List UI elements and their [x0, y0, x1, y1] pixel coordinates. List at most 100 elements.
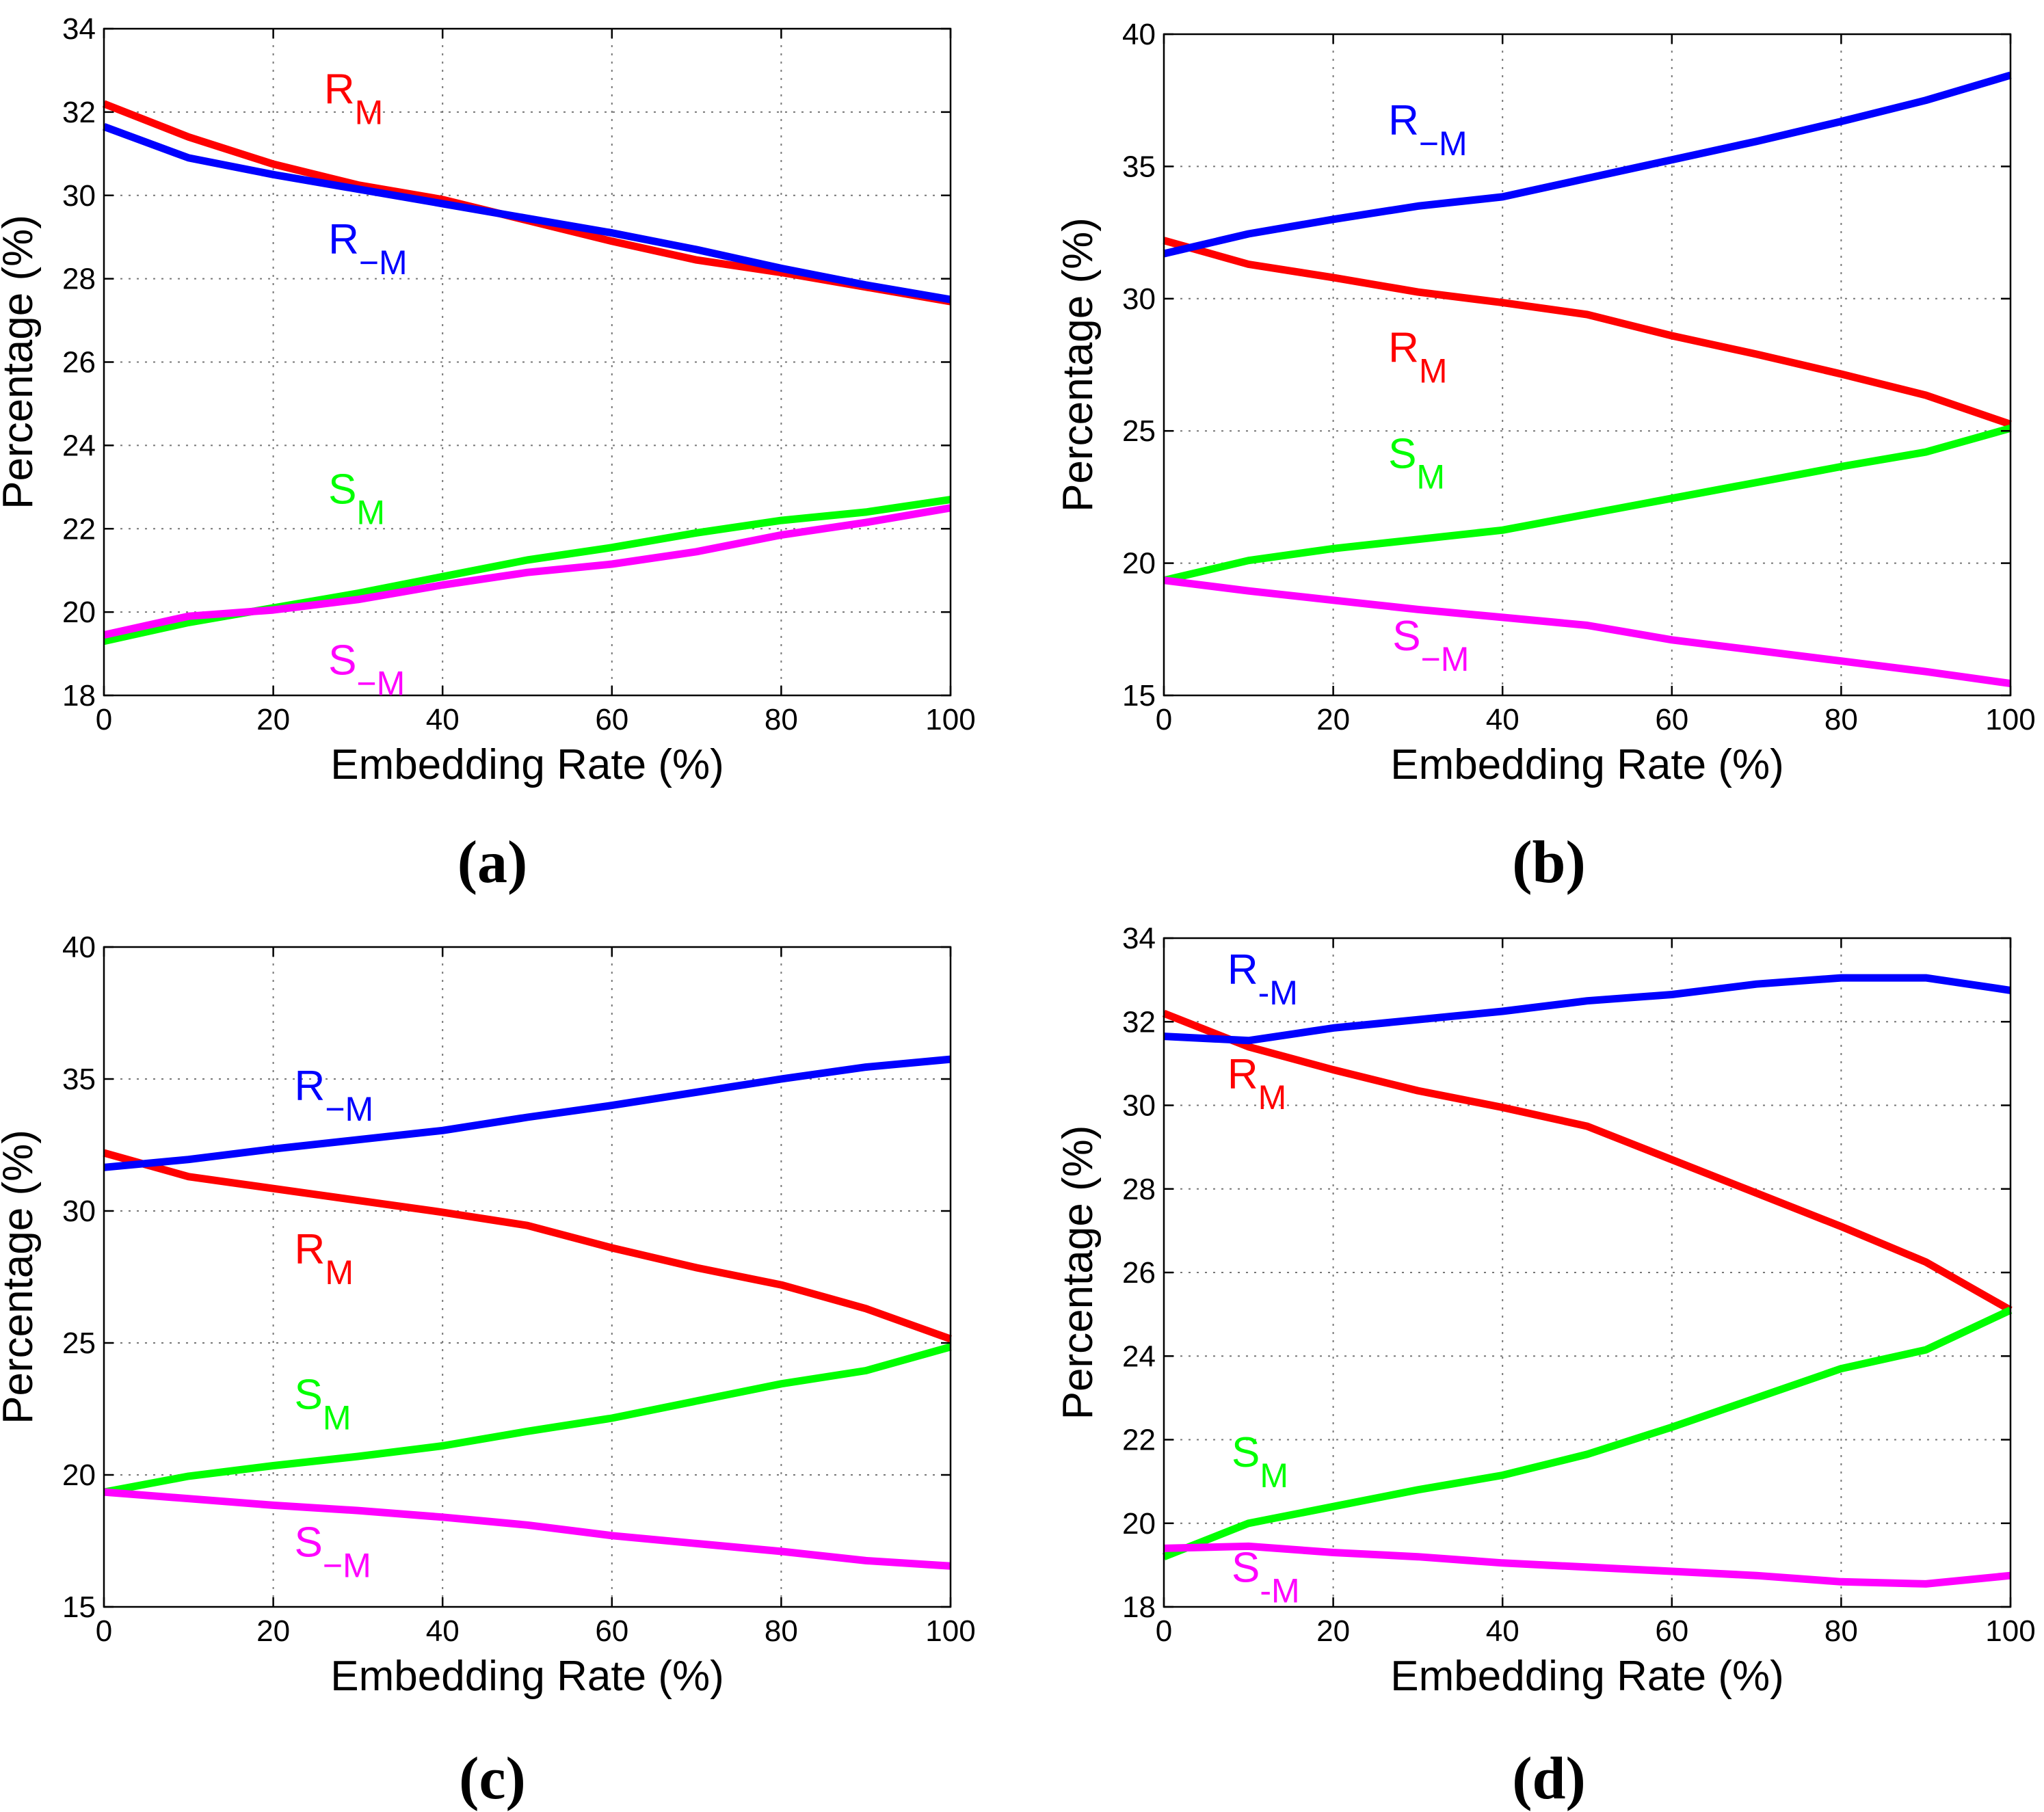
y-tick-label: 32: [1122, 1005, 1156, 1039]
annotation-subscript: -M: [1258, 974, 1298, 1012]
x-tick-label: 40: [1486, 1614, 1519, 1648]
annotation-base: R: [324, 66, 355, 114]
annotation-subscript: −M: [356, 665, 405, 703]
annotation-base: S: [328, 637, 356, 684]
y-tick-label: 20: [1122, 547, 1156, 581]
y-tick-label: 18: [62, 679, 96, 712]
x-axis-label: Embedding Rate (%): [330, 1653, 724, 1700]
axes-frame: [1163, 937, 2012, 1608]
annotation-subscript: −M: [323, 1547, 371, 1585]
x-tick-label: 80: [1824, 1614, 1858, 1648]
y-tick-label: 34: [62, 12, 96, 46]
x-tick-label: 0: [1156, 1614, 1172, 1648]
y-tick-label: 24: [62, 429, 96, 462]
series-line-s-neg-m: [103, 1488, 951, 1570]
series-annotation: RM: [1227, 1051, 1286, 1117]
y-tick-label: 40: [1122, 18, 1156, 51]
series-annotation: SM: [328, 466, 385, 532]
annotation-subscript: −M: [1419, 124, 1468, 163]
y-axis-label: Percentage (%): [0, 1130, 42, 1424]
y-tick-label: 26: [62, 346, 96, 379]
x-tick-label: 80: [1824, 703, 1858, 736]
y-tick-label: 30: [62, 179, 96, 213]
series-line-r-neg-m: [1163, 974, 2011, 1045]
annotation-subscript: M: [323, 1399, 351, 1437]
y-tick-label: 22: [1122, 1424, 1156, 1457]
x-tick-label: 0: [1156, 703, 1172, 736]
series-annotation: RM: [295, 1226, 354, 1292]
x-tick-label: 40: [426, 1614, 460, 1648]
annotation-subscript: M: [355, 94, 384, 132]
annotation-base: S: [295, 1519, 323, 1567]
annotation-subscript: −M: [359, 243, 408, 282]
y-tick-label: 15: [62, 1590, 96, 1624]
series-annotation: S−M: [328, 637, 405, 703]
annotation-base: R: [1388, 325, 1419, 372]
y-tick-label: 20: [62, 596, 96, 629]
chart-panel-c: 0 20 40 60 80 100 15 20 25 30 35 40 Embedding Rate (…: [0, 931, 976, 1812]
annotation-base: R: [1227, 946, 1258, 994]
annotation-base: R: [1388, 97, 1419, 144]
y-tick-label: 30: [1122, 1089, 1156, 1123]
x-tick-label: 20: [1316, 1614, 1350, 1648]
y-tick-label: 22: [62, 512, 96, 546]
y-tick-label: 24: [1122, 1340, 1156, 1373]
axes-frame: [103, 27, 952, 697]
x-tick-label: 80: [765, 1614, 798, 1648]
annotation-base: R: [328, 216, 359, 263]
x-tick-label: 0: [96, 703, 112, 736]
x-tick-label: 20: [256, 1614, 290, 1648]
series-line-r-neg-m: [103, 123, 951, 304]
x-axis-label: Embedding Rate (%): [1390, 1653, 1784, 1700]
x-tick-label: 40: [1486, 703, 1519, 736]
annotation-subscript: M: [356, 494, 385, 532]
annotation-subscript: M: [1260, 1456, 1288, 1495]
series-annotation: SM: [1388, 430, 1445, 496]
series-annotation: SM: [1232, 1429, 1288, 1495]
series-annotation: SM: [295, 1372, 351, 1437]
series-annotation: R−M: [295, 1063, 374, 1128]
annotation-base: R: [295, 1226, 326, 1273]
x-tick-label: 60: [595, 703, 628, 736]
y-tick-label: 30: [1122, 282, 1156, 316]
y-tick-label: 34: [1122, 922, 1156, 955]
series-annotation: R−M: [1388, 97, 1468, 163]
axes-frame: [1163, 33, 2012, 697]
y-tick-label: 15: [1122, 679, 1156, 712]
series-line-s-neg-m: [103, 504, 951, 639]
x-tick-label: 20: [1316, 703, 1350, 736]
y-tick-label: 25: [62, 1327, 96, 1360]
y-tick-label: 40: [62, 931, 96, 964]
y-tick-label: 35: [62, 1063, 96, 1096]
series-line-s-m: [103, 1343, 952, 1496]
y-axis-label: Percentage (%): [1054, 1125, 1102, 1420]
series-line-r-m: [1162, 1009, 2013, 1314]
x-tick-label: 100: [925, 1614, 975, 1648]
panel-caption: (d): [1512, 1746, 1586, 1812]
x-tick-label: 20: [256, 703, 290, 736]
x-tick-label: 100: [925, 703, 975, 736]
y-tick-label: 35: [1122, 150, 1156, 183]
panel-caption: (b): [1512, 829, 1586, 896]
x-tick-label: 0: [96, 1614, 112, 1648]
x-tick-label: 80: [765, 703, 798, 736]
annotation-base: S: [295, 1372, 323, 1419]
x-axis-label: Embedding Rate (%): [330, 741, 724, 788]
series-annotation: R−M: [328, 216, 408, 282]
y-axis-label: Percentage (%): [0, 215, 42, 509]
series-annotation: S-M: [1232, 1544, 1300, 1610]
y-tick-label: 28: [62, 263, 96, 296]
x-tick-label: 100: [1985, 703, 2035, 736]
panel-caption: (a): [457, 829, 528, 896]
y-tick-label: 28: [1122, 1173, 1156, 1206]
panel-caption: (c): [459, 1746, 526, 1812]
series-line-s-m: [1162, 1307, 2013, 1560]
series-line-r-m: [102, 100, 951, 306]
y-tick-label: 25: [1122, 414, 1156, 448]
x-tick-label: 60: [1655, 1614, 1688, 1648]
x-tick-label: 60: [595, 1614, 628, 1648]
series-line-s-m: [1163, 425, 2012, 585]
y-tick-label: 20: [62, 1458, 96, 1492]
series-annotation: RM: [1388, 325, 1447, 390]
series-line-s-neg-m: [1163, 576, 2011, 688]
